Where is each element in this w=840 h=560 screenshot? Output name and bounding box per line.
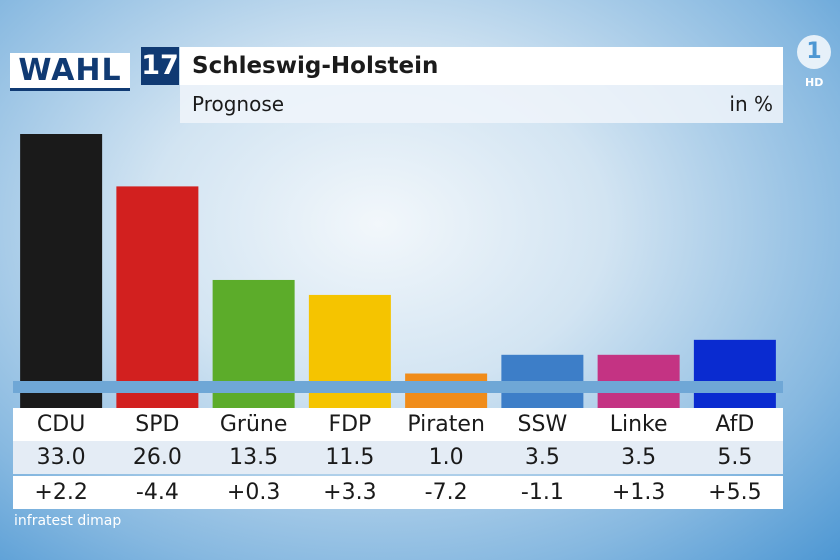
party-name: FDP (328, 412, 372, 437)
bar-afd (693, 339, 776, 381)
hd-label: HD (805, 76, 824, 89)
bar-footer-afd (693, 393, 776, 408)
bar-linke (597, 354, 680, 381)
party-values-row: 33.0 26.0 13.5 11.5 1.0 3.5 3.5 5.5 (13, 441, 783, 474)
party-value: 11.5 (325, 445, 375, 470)
party-value: 13.5 (229, 445, 279, 470)
party-change: -1.1 (520, 480, 564, 505)
party-name: SPD (135, 412, 180, 437)
title-bar: Schleswig-Holstein (180, 47, 783, 85)
bar-footer-spd (116, 393, 199, 408)
bar-footer-ssw (501, 393, 584, 408)
wahl-logo: WAHL (10, 53, 130, 91)
bar-cdu (20, 134, 103, 381)
chart-baseline (13, 381, 783, 393)
party-change: +5.5 (708, 480, 762, 505)
party-name: SSW (517, 412, 568, 437)
party-value: 26.0 (132, 445, 182, 470)
party-value: 1.0 (428, 445, 464, 470)
bar-footer-piraten (405, 393, 488, 408)
party-names-row: CDU SPD Grüne FDP Piraten SSW Linke AfD (13, 408, 783, 441)
bar-footer-grüne (212, 393, 295, 408)
party-name: Piraten (407, 412, 485, 437)
unit-label: in % (729, 92, 773, 116)
party-value: 5.5 (717, 445, 753, 470)
ard-logo-icon: 1 (797, 35, 831, 69)
party-value: 3.5 (524, 445, 560, 470)
bar-spd (116, 186, 199, 381)
party-value: 3.5 (621, 445, 657, 470)
results-table: CDU SPD Grüne FDP Piraten SSW Linke AfD 33.0 26.… (13, 408, 783, 509)
election-year-badge: 17 (141, 47, 179, 85)
party-change: -4.4 (135, 480, 179, 505)
party-change: +0.3 (226, 480, 281, 505)
chart-title: Schleswig-Holstein (192, 53, 439, 79)
bar-piraten (405, 373, 488, 381)
party-change: -7.2 (424, 480, 468, 505)
party-name: CDU (36, 412, 86, 437)
source-label: infratest dimap (14, 513, 122, 529)
party-name: AfD (715, 412, 755, 437)
party-name: Linke (609, 412, 668, 437)
bar-grüne (212, 279, 295, 381)
party-change: +2.2 (34, 480, 88, 505)
party-changes-row: +2.2 -4.4 +0.3 +3.3 -7.2 -1.1 +1.3 +5.5 (13, 476, 783, 509)
party-change: +3.3 (323, 480, 377, 505)
bar-footer-cdu (20, 393, 103, 408)
bar-fdp (308, 294, 391, 381)
bar-ssw (501, 354, 584, 381)
party-change: +1.3 (611, 480, 666, 505)
party-value: 33.0 (36, 445, 86, 470)
chart-subtitle: Prognose (192, 92, 285, 116)
party-name: Grüne (219, 412, 288, 437)
bar-footer-fdp (308, 393, 391, 408)
bar-footer-linke (597, 393, 680, 408)
subtitle-bar: Prognose in % (180, 85, 783, 123)
